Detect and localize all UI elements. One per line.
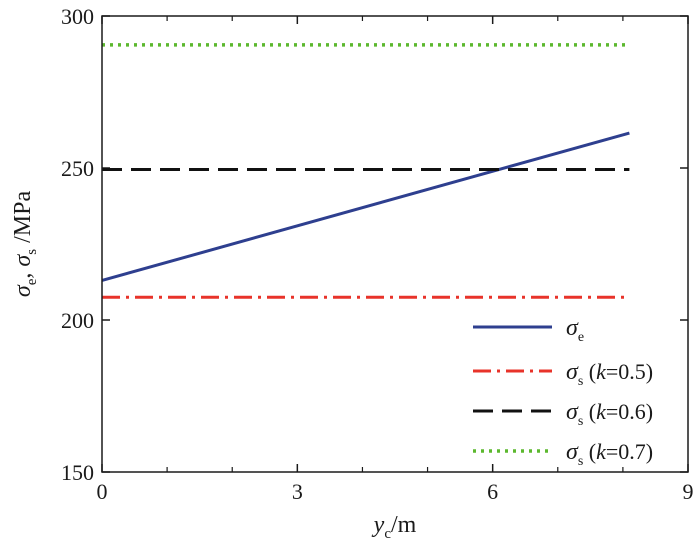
series-line-0 (101, 131, 630, 282)
x-tick-label: 6 (487, 479, 498, 504)
x-tick-label: 3 (292, 479, 303, 504)
legend-sym: σ (566, 439, 579, 465)
legend-sub: s (578, 454, 583, 469)
legend-sym: σ (566, 359, 579, 385)
y-axis-var2: σ (10, 254, 36, 267)
x-axis-sub: c (384, 526, 391, 542)
legend-sub: s (578, 414, 583, 429)
y-axis-sub2: s (24, 249, 40, 255)
plot-frame (101, 15, 689, 473)
legend-label-0: σe (566, 315, 584, 345)
y-axis-unit: /MPa (10, 191, 36, 249)
x-axis-unit: /m (391, 512, 417, 538)
x-axis-title: yc/m (372, 512, 417, 542)
legend-pre: ( (583, 399, 596, 424)
series-layer (101, 43, 630, 299)
legend-sym: σ (566, 315, 579, 341)
legend-label-1: σs (k=0.5) (566, 359, 653, 389)
y-axis-sep: , (10, 267, 36, 279)
legend-post: =0.7) (606, 439, 653, 464)
legend-pre: ( (583, 359, 596, 384)
x-tick-label: 9 (683, 479, 694, 504)
x-tick-label: 0 (97, 479, 108, 504)
legend-sub: s (578, 374, 583, 389)
y-axis-sub1: e (24, 278, 40, 285)
y-tick-label: 200 (61, 308, 94, 333)
ticks-layer: 0 3 6 9 150 200 250 300 (61, 4, 694, 504)
legend-sub: e (578, 330, 584, 345)
y-tick-label: 250 (61, 156, 94, 181)
y-axis-title: σe, σs /MPa (10, 191, 40, 298)
legend-sym: σ (566, 399, 579, 425)
legend-pre: ( (583, 439, 596, 464)
legend-k: k (596, 399, 607, 424)
legend-label-2: σs (k=0.6) (566, 399, 653, 429)
legend-post: =0.6) (606, 399, 653, 424)
x-axis-var: y (372, 512, 385, 538)
y-tick-label: 300 (61, 4, 94, 29)
y-axis-var1: σ (10, 284, 36, 297)
legend-k: k (596, 359, 607, 384)
legend-post: =0.5) (606, 359, 653, 384)
legend-k: k (596, 439, 607, 464)
y-tick-label: 150 (61, 460, 94, 485)
legend-label-3: σs (k=0.7) (566, 439, 653, 469)
